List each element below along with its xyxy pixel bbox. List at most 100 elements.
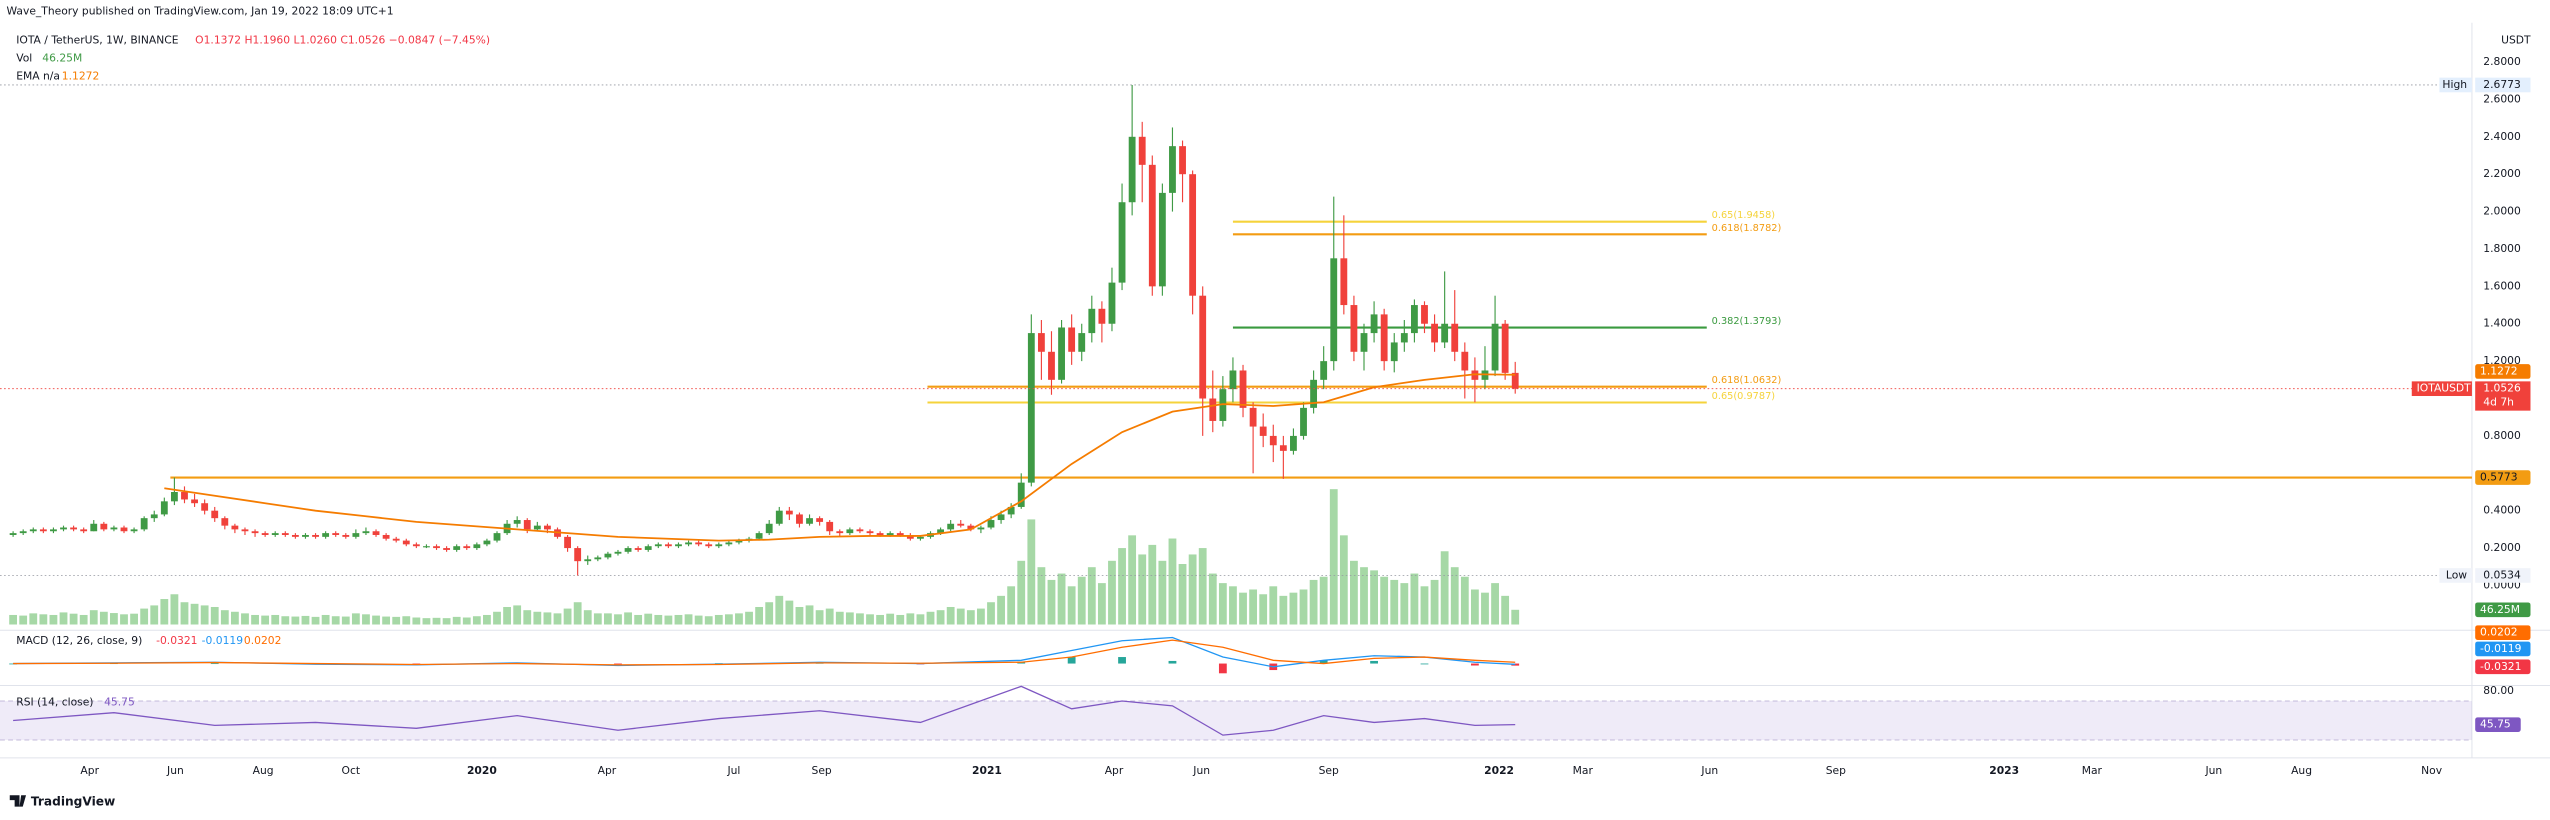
x-tick-label: Oct (342, 764, 361, 777)
volume-bar (432, 617, 441, 625)
volume-legend-value: 46.25M (42, 52, 82, 65)
y-tick-label: 2.8000 (2483, 55, 2521, 68)
candle-body (644, 546, 652, 550)
ohlc-legend: O1.1372 H1.1960 L1.0260 C1.0526 −0.0847 … (195, 34, 490, 47)
volume-bar (281, 616, 290, 625)
volume-bar (805, 605, 814, 625)
volume-bar (311, 616, 320, 625)
volume-bar (1087, 567, 1096, 625)
volume-bar (1138, 554, 1147, 625)
macd-histogram-bar (1218, 663, 1227, 674)
volume-bar (1097, 583, 1106, 625)
candle-body (352, 533, 360, 537)
y-tick-label: 2.0000 (2483, 205, 2521, 218)
macd-histogram-bar (1470, 663, 1479, 666)
volume-bar (19, 615, 28, 625)
volume-bar (845, 612, 854, 625)
volume-bar (714, 614, 723, 625)
macd-histogram-bar (1511, 663, 1520, 666)
candle-body (1239, 370, 1247, 408)
volume-bar (1037, 567, 1046, 625)
volume-bar (906, 613, 915, 625)
y-tick-label: 1.6000 (2483, 279, 2521, 292)
candle-body (1098, 308, 1106, 324)
candle-body (1017, 482, 1025, 507)
macd-line (13, 639, 1516, 666)
volume-bar (271, 614, 280, 625)
volume-bar (1350, 560, 1358, 625)
candle-body (1410, 305, 1418, 334)
volume-bar (1017, 560, 1026, 625)
volume-bar (735, 613, 743, 625)
candle-body (725, 542, 733, 545)
volume-bar (876, 614, 885, 625)
candle-body (1068, 327, 1076, 352)
candle-body (917, 536, 924, 539)
volume-bar (1259, 594, 1268, 625)
volume-bar (593, 613, 602, 625)
volume-bar (825, 608, 834, 625)
ema-tag-box (2475, 364, 2531, 379)
volume-bar (120, 614, 128, 625)
volume-bar (765, 602, 774, 625)
candle-body (1037, 333, 1045, 352)
volume-bar (59, 612, 68, 625)
candle-body (1027, 333, 1035, 483)
candle-body (523, 520, 531, 530)
candle-body (211, 510, 219, 519)
volume-bar (79, 614, 88, 625)
candle-body (1058, 327, 1065, 380)
volume-bar (200, 605, 209, 625)
volume-bar (785, 600, 794, 625)
volume-bar (412, 617, 421, 625)
volume-bar (1360, 567, 1368, 625)
x-tick-label: 2023 (1989, 764, 2019, 777)
macd-histogram-bar (1370, 660, 1378, 664)
candle-body (574, 548, 582, 562)
candle-body (997, 514, 1005, 521)
candle-body (624, 548, 632, 552)
candle-body (342, 534, 350, 537)
volume-bar (1501, 595, 1510, 625)
candle-body (201, 503, 209, 511)
candle-body (1380, 314, 1388, 362)
y-tick-label: 0.4000 (2483, 504, 2521, 517)
candle-body (90, 523, 98, 532)
candle-body (1330, 258, 1338, 362)
candle-body (1249, 407, 1257, 427)
ema-tag: 1.1272 (2480, 364, 2518, 377)
x-tick-label: Sep (812, 764, 832, 777)
x-tick-label: Apr (598, 764, 617, 777)
volume-bar (382, 616, 391, 625)
y-tick-label: 1.2000 (2483, 354, 2521, 367)
candle-body (705, 544, 713, 547)
macd-tag: -0.0321 (2480, 660, 2521, 673)
volume-bar (1249, 589, 1258, 625)
volume-bar (704, 616, 713, 625)
rsi-tag-box (2475, 717, 2521, 732)
volume-bar (936, 610, 945, 625)
volume-bar (1269, 586, 1278, 625)
candle-body (796, 514, 803, 524)
x-tick-label: Aug (253, 764, 274, 777)
volume-bar (997, 595, 1005, 625)
volume-bar (694, 615, 703, 625)
x-tick-label: Jun (1700, 764, 1718, 777)
candle-body (937, 529, 945, 534)
candle-body (816, 518, 824, 522)
candle-body (1421, 305, 1428, 324)
volume-bar (1168, 538, 1177, 625)
macd-tag: 0.0202 (2480, 626, 2518, 639)
macd-histogram-bar (1118, 657, 1126, 664)
candle-body (1390, 342, 1398, 362)
volume-bar (1229, 586, 1237, 625)
volume-bar (1188, 554, 1197, 625)
volume-bar (573, 602, 582, 625)
volume-bar (472, 616, 481, 625)
macd-tag-box (2475, 625, 2531, 640)
candle-body (170, 491, 178, 502)
volume-bar (815, 610, 824, 625)
ema-legend-value: 1.1272 (62, 69, 100, 82)
